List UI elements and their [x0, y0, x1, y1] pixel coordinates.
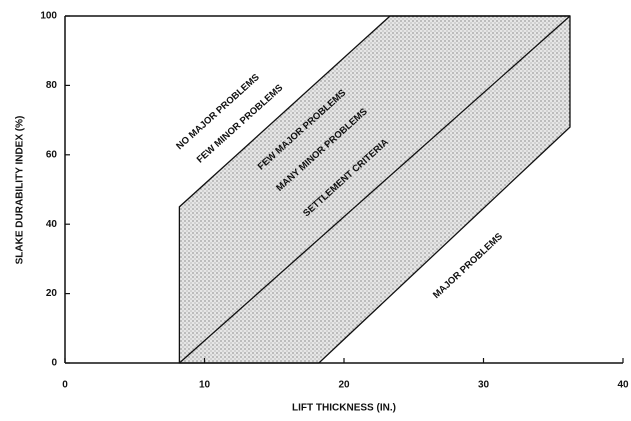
x-axis-label: LIFT THICKNESS (IN.)	[292, 403, 396, 414]
y-tick-label: 40	[46, 219, 58, 230]
y-tick-label: 20	[46, 288, 58, 299]
y-tick-label: 80	[46, 80, 58, 91]
x-tick-label: 40	[617, 380, 629, 391]
y-axis-label: SLAKE DURABILITY INDEX (%)	[15, 116, 26, 265]
y-tick-label: 60	[46, 149, 58, 160]
x-tick-label: 10	[199, 380, 211, 391]
y-tick-label: 100	[40, 11, 57, 22]
x-tick-label: 30	[478, 380, 490, 391]
x-tick-label: 20	[338, 380, 350, 391]
line	[178, 15, 571, 364]
y-tick-label: 0	[51, 358, 57, 369]
x-tick-label: 0	[62, 380, 68, 391]
